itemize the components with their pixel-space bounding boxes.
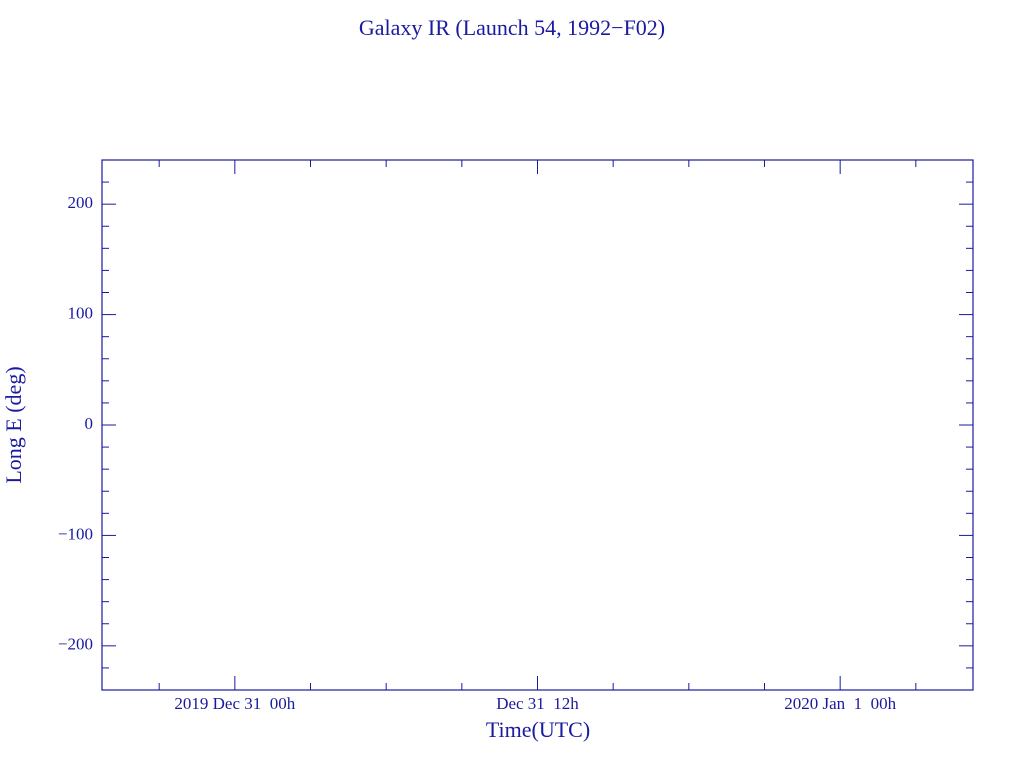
y-tick-label: 0 [85, 414, 94, 433]
plot-frame [101, 159, 974, 691]
x-tick-label: 2019 Dec 31 00h [174, 694, 295, 713]
y-tick-label: −100 [58, 524, 93, 543]
y-tick-label: 200 [68, 193, 94, 212]
chart-title: Galaxy IR (Launch 54, 1992−F02) [359, 15, 665, 40]
x-axis-label: Time(UTC) [486, 717, 590, 742]
y-axis-label: Long E (deg) [1, 366, 26, 483]
y-tick-label: 100 [68, 303, 94, 322]
x-tick-label: 2020 Jan 1 00h [784, 694, 896, 713]
x-tick-label: Dec 31 12h [496, 694, 579, 713]
y-tick-label: −200 [58, 635, 93, 654]
